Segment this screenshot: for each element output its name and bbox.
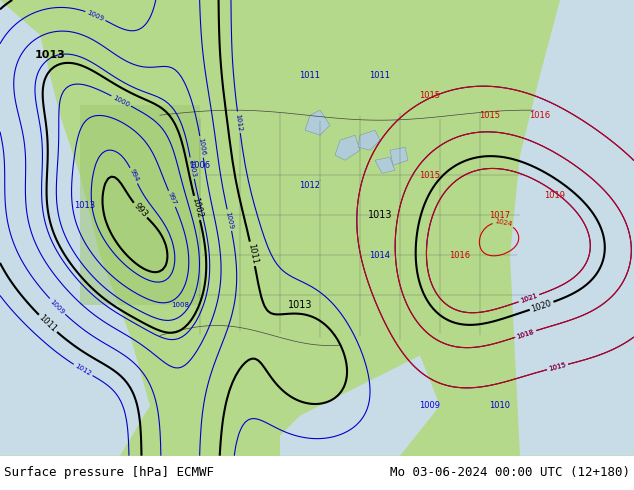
Text: 1013: 1013 [288,300,313,311]
Text: 1008: 1008 [171,302,189,309]
Text: 1002: 1002 [190,196,204,219]
Polygon shape [510,0,634,456]
Text: 1015: 1015 [420,91,441,99]
Text: 1015: 1015 [479,111,500,120]
Text: 1009: 1009 [224,211,234,229]
Text: 1011: 1011 [299,71,321,79]
Text: 1017: 1017 [489,211,510,220]
Polygon shape [335,135,360,160]
Text: Mo 03-06-2024 00:00 UTC (12+180): Mo 03-06-2024 00:00 UTC (12+180) [390,466,630,479]
Text: 1013: 1013 [368,210,392,221]
Text: 1009: 1009 [86,9,105,22]
Text: 1013: 1013 [35,50,65,60]
Text: 1009: 1009 [49,298,66,315]
Text: 1018: 1018 [516,328,535,340]
Text: 1012: 1012 [235,113,243,132]
Text: 993: 993 [131,201,149,220]
Text: 1015: 1015 [548,362,567,372]
Text: 1009: 1009 [420,401,441,410]
Text: 1010: 1010 [489,401,510,410]
Text: 1012: 1012 [74,363,92,377]
Text: 994: 994 [128,168,139,183]
Text: 1015: 1015 [420,171,441,180]
Text: 1018: 1018 [516,328,535,340]
Text: 1014: 1014 [370,251,391,260]
Text: 1006: 1006 [190,161,210,170]
Text: 1013: 1013 [74,201,96,210]
Polygon shape [280,356,440,456]
Text: 1006: 1006 [197,137,206,156]
Text: 997: 997 [167,192,178,206]
Text: 1003: 1003 [188,159,197,177]
Text: 1024: 1024 [494,218,513,227]
Text: 1015: 1015 [548,362,567,372]
Text: 1016: 1016 [450,251,470,260]
Polygon shape [390,147,408,165]
Polygon shape [0,0,150,456]
Text: 1000: 1000 [112,94,131,108]
Text: Surface pressure [hPa] ECMWF: Surface pressure [hPa] ECMWF [4,466,214,479]
Text: 1021: 1021 [519,293,538,304]
Polygon shape [375,157,395,173]
Text: 1011: 1011 [370,71,391,79]
Text: 1020: 1020 [530,298,553,314]
Text: 1016: 1016 [529,111,550,120]
Text: 1012: 1012 [299,181,321,190]
Text: 1011: 1011 [37,313,58,334]
Bar [80,105,200,305]
Text: 1011: 1011 [246,243,259,265]
Polygon shape [305,110,330,135]
Text: 1019: 1019 [545,191,566,200]
Polygon shape [358,130,380,150]
Text: 1021: 1021 [519,293,538,304]
